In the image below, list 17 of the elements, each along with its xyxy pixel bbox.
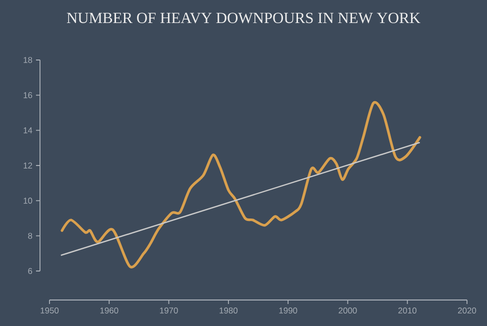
x-tick-label: 2020 (458, 308, 476, 314)
x-tick-label: 1980 (220, 308, 238, 314)
y-tick-label: 10 (24, 198, 32, 204)
chart-title: NUMBER OF HEAVY DOWNPOURS IN NEW YORK (66, 12, 420, 24)
y-tick-label: 14 (24, 127, 32, 134)
y-tick-label: 8 (28, 232, 32, 239)
line-series (60, 102, 422, 268)
x-tick-label: 1950 (40, 308, 59, 314)
x-tick-label: 2000 (338, 308, 357, 314)
y-tick-label: 12 (24, 162, 32, 168)
x-tick-label: 2010 (398, 308, 416, 314)
y-tick-label: 6 (28, 268, 32, 274)
x-tick-label: 1960 (100, 308, 118, 314)
x-tick-label: 1990 (279, 308, 298, 314)
y-tick-label: 18 (24, 57, 32, 63)
y-tick-label: 16 (24, 92, 32, 98)
x-tick-label: 1970 (160, 308, 178, 314)
